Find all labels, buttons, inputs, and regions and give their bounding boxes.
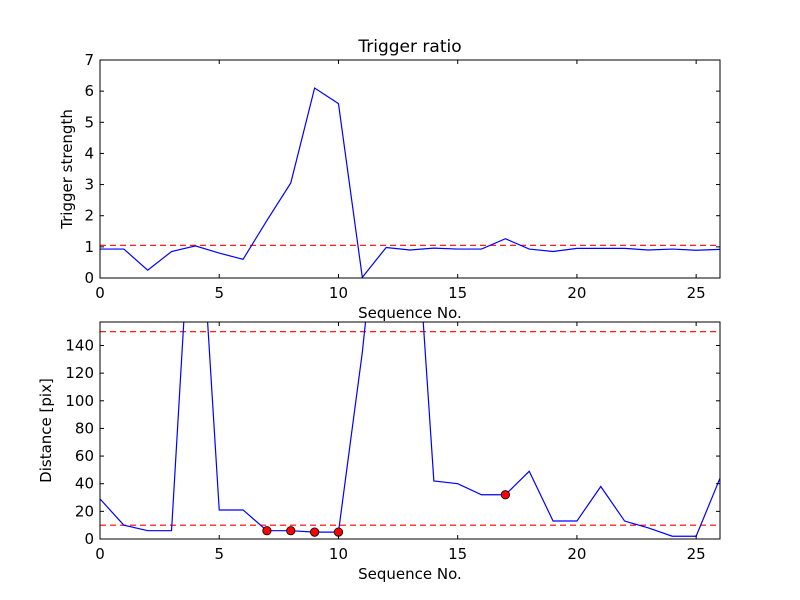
bottom-x-tick-label: 10 [329,545,348,563]
distance-chart: 0 5 10 15 20 25 0 20 40 60 80 100 120 140 Sequence No.… [37,321,721,583]
trigger-ratio-chart: 0 5 10 15 20 25 0 1 2 3 4 5 6 7 Trigger ratio Sequence … [58,37,721,322]
top-x-tick-label: 20 [567,284,586,302]
bottom-plot-area [100,322,720,539]
top-plot-area [100,60,720,278]
bottom-x-tick-label: 15 [448,545,467,563]
top-x-tick-label: 25 [687,284,706,302]
top-y-tick-label: 7 [84,51,94,69]
bottom-marker-point [500,490,510,500]
bottom-y-tick-label: 100 [65,392,94,410]
bottom-y-tick-label: 20 [75,502,94,520]
top-y-tick-label: 0 [84,269,94,287]
top-y-tick-label: 5 [84,113,94,131]
top-x-tick-label: 5 [214,284,224,302]
bottom-y-axis-label: Distance [pix] [37,378,55,483]
bottom-x-tick-label: 25 [687,545,706,563]
top-y-tick-label: 1 [84,238,94,256]
top-axes-frame [99,59,721,279]
top-y-axis-label: Trigger strength [58,109,76,230]
bottom-x-axis-label: Sequence No. [358,565,462,583]
bottom-axes-frame [99,321,721,540]
top-series-line-0 [100,87,720,278]
bottom-y-tick-label: 40 [75,475,94,493]
top-chart-title: Trigger ratio [357,37,461,57]
bottom-y-tick-label: 120 [65,364,94,382]
bottom-series-line-0 [100,322,720,537]
top-x-tick-label: 10 [329,284,348,302]
bottom-y-tick-label: 0 [84,530,94,548]
bottom-marker-point [310,527,320,537]
bottom-x-tick-label: 20 [567,545,586,563]
bottom-y-tick-label: 80 [75,419,94,437]
bottom-marker-point [262,526,272,536]
top-x-tick-label: 0 [95,284,105,302]
bottom-y-tick-label: 60 [75,447,94,465]
top-y-tick-label: 2 [84,207,94,225]
bottom-y-tick-label: 140 [65,336,94,354]
top-y-tick-label: 4 [84,144,94,162]
top-y-tick-label: 6 [84,82,94,100]
bottom-x-tick-label: 0 [95,545,105,563]
top-x-axis-label: Sequence No. [358,304,462,322]
top-y-tick-label: 3 [84,176,94,194]
bottom-marker-point [286,526,296,536]
top-x-tick-label: 15 [448,284,467,302]
bottom-x-tick-label: 5 [214,545,224,563]
